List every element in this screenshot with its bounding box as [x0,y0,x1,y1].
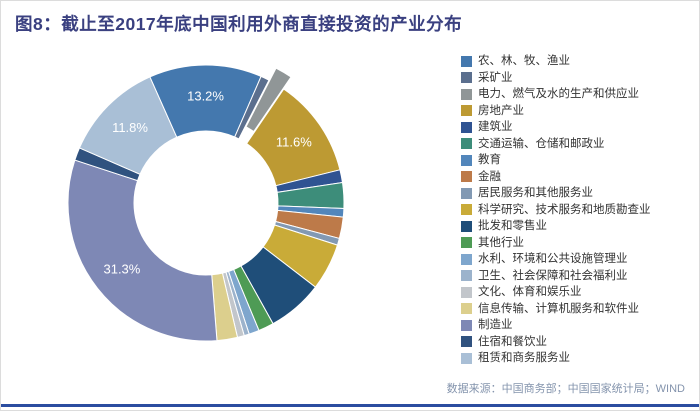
legend-label: 居民服务和其他服务业 [478,187,593,199]
slice-label: 11.6% [276,134,312,149]
slice-label: 13.2% [187,89,224,104]
legend-label: 科学研究、技术服务和地质勘查业 [478,203,651,216]
legend-swatch [461,154,472,166]
legend-swatch [461,138,472,149]
legend-label: 交通运输、仓储和邮政业 [478,137,605,150]
legend-swatch [461,270,472,281]
legend-swatch [461,55,472,67]
legend-swatch [461,171,472,182]
legend-swatch [461,220,472,232]
legend-label: 采矿业 [478,71,513,84]
legend-label: 文化、体育和娱乐业 [478,286,582,298]
legend-label: 农、林、牧、渔业 [478,55,570,67]
legend-label: 租赁和商务服务业 [478,352,570,364]
donut-slice [67,159,218,342]
legend-swatch [461,303,472,314]
legend-item: 电力、燃气及水的生产和供应业 [461,88,696,100]
legend-item: 教育 [461,154,696,166]
donut-slice [245,67,292,133]
legend-item: 租赁和商务服务业 [461,352,696,364]
legend-item: 居民服务和其他服务业 [461,187,696,199]
legend-label: 住宿和餐饮业 [478,335,547,348]
legend-item: 批发和零售业 [461,220,696,232]
legend-item: 房地产业 [461,105,696,117]
legend-swatch [461,253,472,265]
legend-swatch [461,105,472,116]
legend-label: 房地产业 [478,104,524,117]
donut-slice [78,76,178,175]
legend: 农、林、牧、渔业 采矿业 电力、燃气及水的生产和供应业 房地产业 建筑业 [461,55,696,369]
legend-item: 其他行业 [461,237,696,249]
legend-swatch [461,336,472,347]
slice-label: 31.3% [103,262,140,277]
legend-swatch [461,187,472,199]
donut-chart: 13.2% 11.6% 31.3% 11.8% [67,64,345,342]
legend-item: 金融 [461,171,696,183]
legend-swatch [461,352,472,364]
legend-item: 信息传输、计算机服务和软件业 [461,303,696,315]
legend-label: 水利、环境和公共设施管理业 [478,253,628,265]
legend-item: 制造业 [461,319,696,331]
legend-item: 交通运输、仓储和邮政业 [461,138,696,150]
legend-item: 建筑业 [461,121,696,133]
legend-swatch [461,204,472,215]
chart-title: 图8：截止至2017年底中国利用外商直接投资的产业分布 [15,14,463,34]
legend-item: 文化、体育和娱乐业 [461,286,696,298]
donut-slice [234,75,270,140]
legend-label: 建筑业 [478,121,513,133]
legend-item: 住宿和餐饮业 [461,336,696,348]
slice-label: 11.8% [112,120,148,135]
legend-swatch [461,72,472,83]
legend-item: 水利、环境和公共设施管理业 [461,253,696,265]
legend-swatch [461,121,472,133]
legend-label: 信息传输、计算机服务和软件业 [478,302,639,315]
legend-label: 其他行业 [478,236,524,249]
legend-label: 教育 [478,154,501,166]
legend-item: 卫生、社会保障和社会福利业 [461,270,696,282]
legend-swatch [461,286,472,298]
legend-swatch [461,319,472,331]
legend-swatch [461,88,472,100]
legend-swatch [461,237,472,248]
bottom-rule [1,404,699,407]
legend-label: 电力、燃气及水的生产和供应业 [478,88,639,100]
legend-label: 卫生、社会保障和社会福利业 [478,269,628,282]
legend-item: 农、林、牧、渔业 [461,55,696,67]
legend-item: 科学研究、技术服务和地质勘查业 [461,204,696,216]
data-source: 数据来源：中国商务部；中国国家统计局；WIND [446,383,685,395]
legend-label: 批发和零售业 [478,220,547,232]
legend-label: 金融 [478,170,501,183]
legend-label: 制造业 [478,319,513,331]
legend-item: 采矿业 [461,72,696,84]
